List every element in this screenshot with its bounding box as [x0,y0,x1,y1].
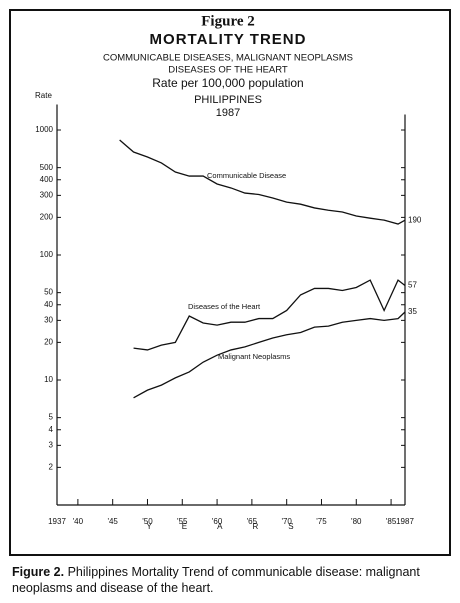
x-tick-label: 1937 [48,517,66,526]
caption-label: Figure 2. [12,565,65,579]
y-tick-label: 3 [49,440,54,449]
x-tick-label: '75 [316,517,327,526]
figure-label: Figure 2 [201,13,254,29]
y-tick-label: 50 [44,288,53,297]
y-tick-label: 4 [49,425,54,434]
y-tick-label: 300 [40,190,54,199]
y-tick-label: 10 [44,375,53,384]
frame [9,9,451,556]
x-tick-label: '70 [281,517,292,526]
series-label: Communicable Disease [207,171,286,180]
subtitle: COMMUNICABLE DISEASES, MALIGNANT NEOPLAS… [103,53,353,64]
x-tick-label: '60 [212,517,223,526]
caption: Figure 2. Philippines Mortality Trend of… [12,564,452,596]
value-label: 35 [408,307,417,316]
x-tick-label: 1987 [396,517,414,526]
x-tick-label: '40 [73,517,84,526]
y-tick-label: 40 [44,300,53,309]
y-tick-label: 1000 [35,125,53,134]
subtitle: Rate per 100,000 population [152,76,303,90]
x-tick-label: '45 [107,517,118,526]
series-label: Malignant Neoplasms [218,352,290,361]
chart: Figure 2 MORTALITY TREND COMMUNICABLE DI… [9,9,451,556]
x-axis-label: YEARS [146,522,323,531]
subtitle: 1987 [216,107,240,119]
y-tick-label: 100 [40,250,54,259]
x-tick-label: '65 [247,517,258,526]
series-line [133,279,406,351]
series-label: Diseases of the Heart [188,302,261,311]
y-tick-label: 2 [49,462,54,471]
value-label: 190 [408,215,422,224]
y-tick-label: 200 [40,212,54,221]
x-tick-label: '55 [177,517,188,526]
y-tick-label: 500 [40,163,54,172]
caption-text: Philippines Mortality Trend of communica… [12,565,420,595]
y-tick-label: 20 [44,337,53,346]
series-line [119,139,406,225]
y-axis-label: Rate [35,91,52,100]
y-tick-label: 30 [44,315,53,324]
x-tick-label: '85 [386,517,397,526]
subtitle: DISEASES OF THE HEART [168,65,288,76]
y-tick-label: 5 [49,413,54,422]
value-label: 57 [408,281,417,290]
subtitle: PHILIPPINES [194,94,262,106]
y-tick-label: 400 [40,175,54,184]
series-line [133,311,406,399]
x-tick-label: '50 [142,517,153,526]
chart-title: MORTALITY TREND [150,31,307,48]
x-tick-label: '80 [351,517,362,526]
